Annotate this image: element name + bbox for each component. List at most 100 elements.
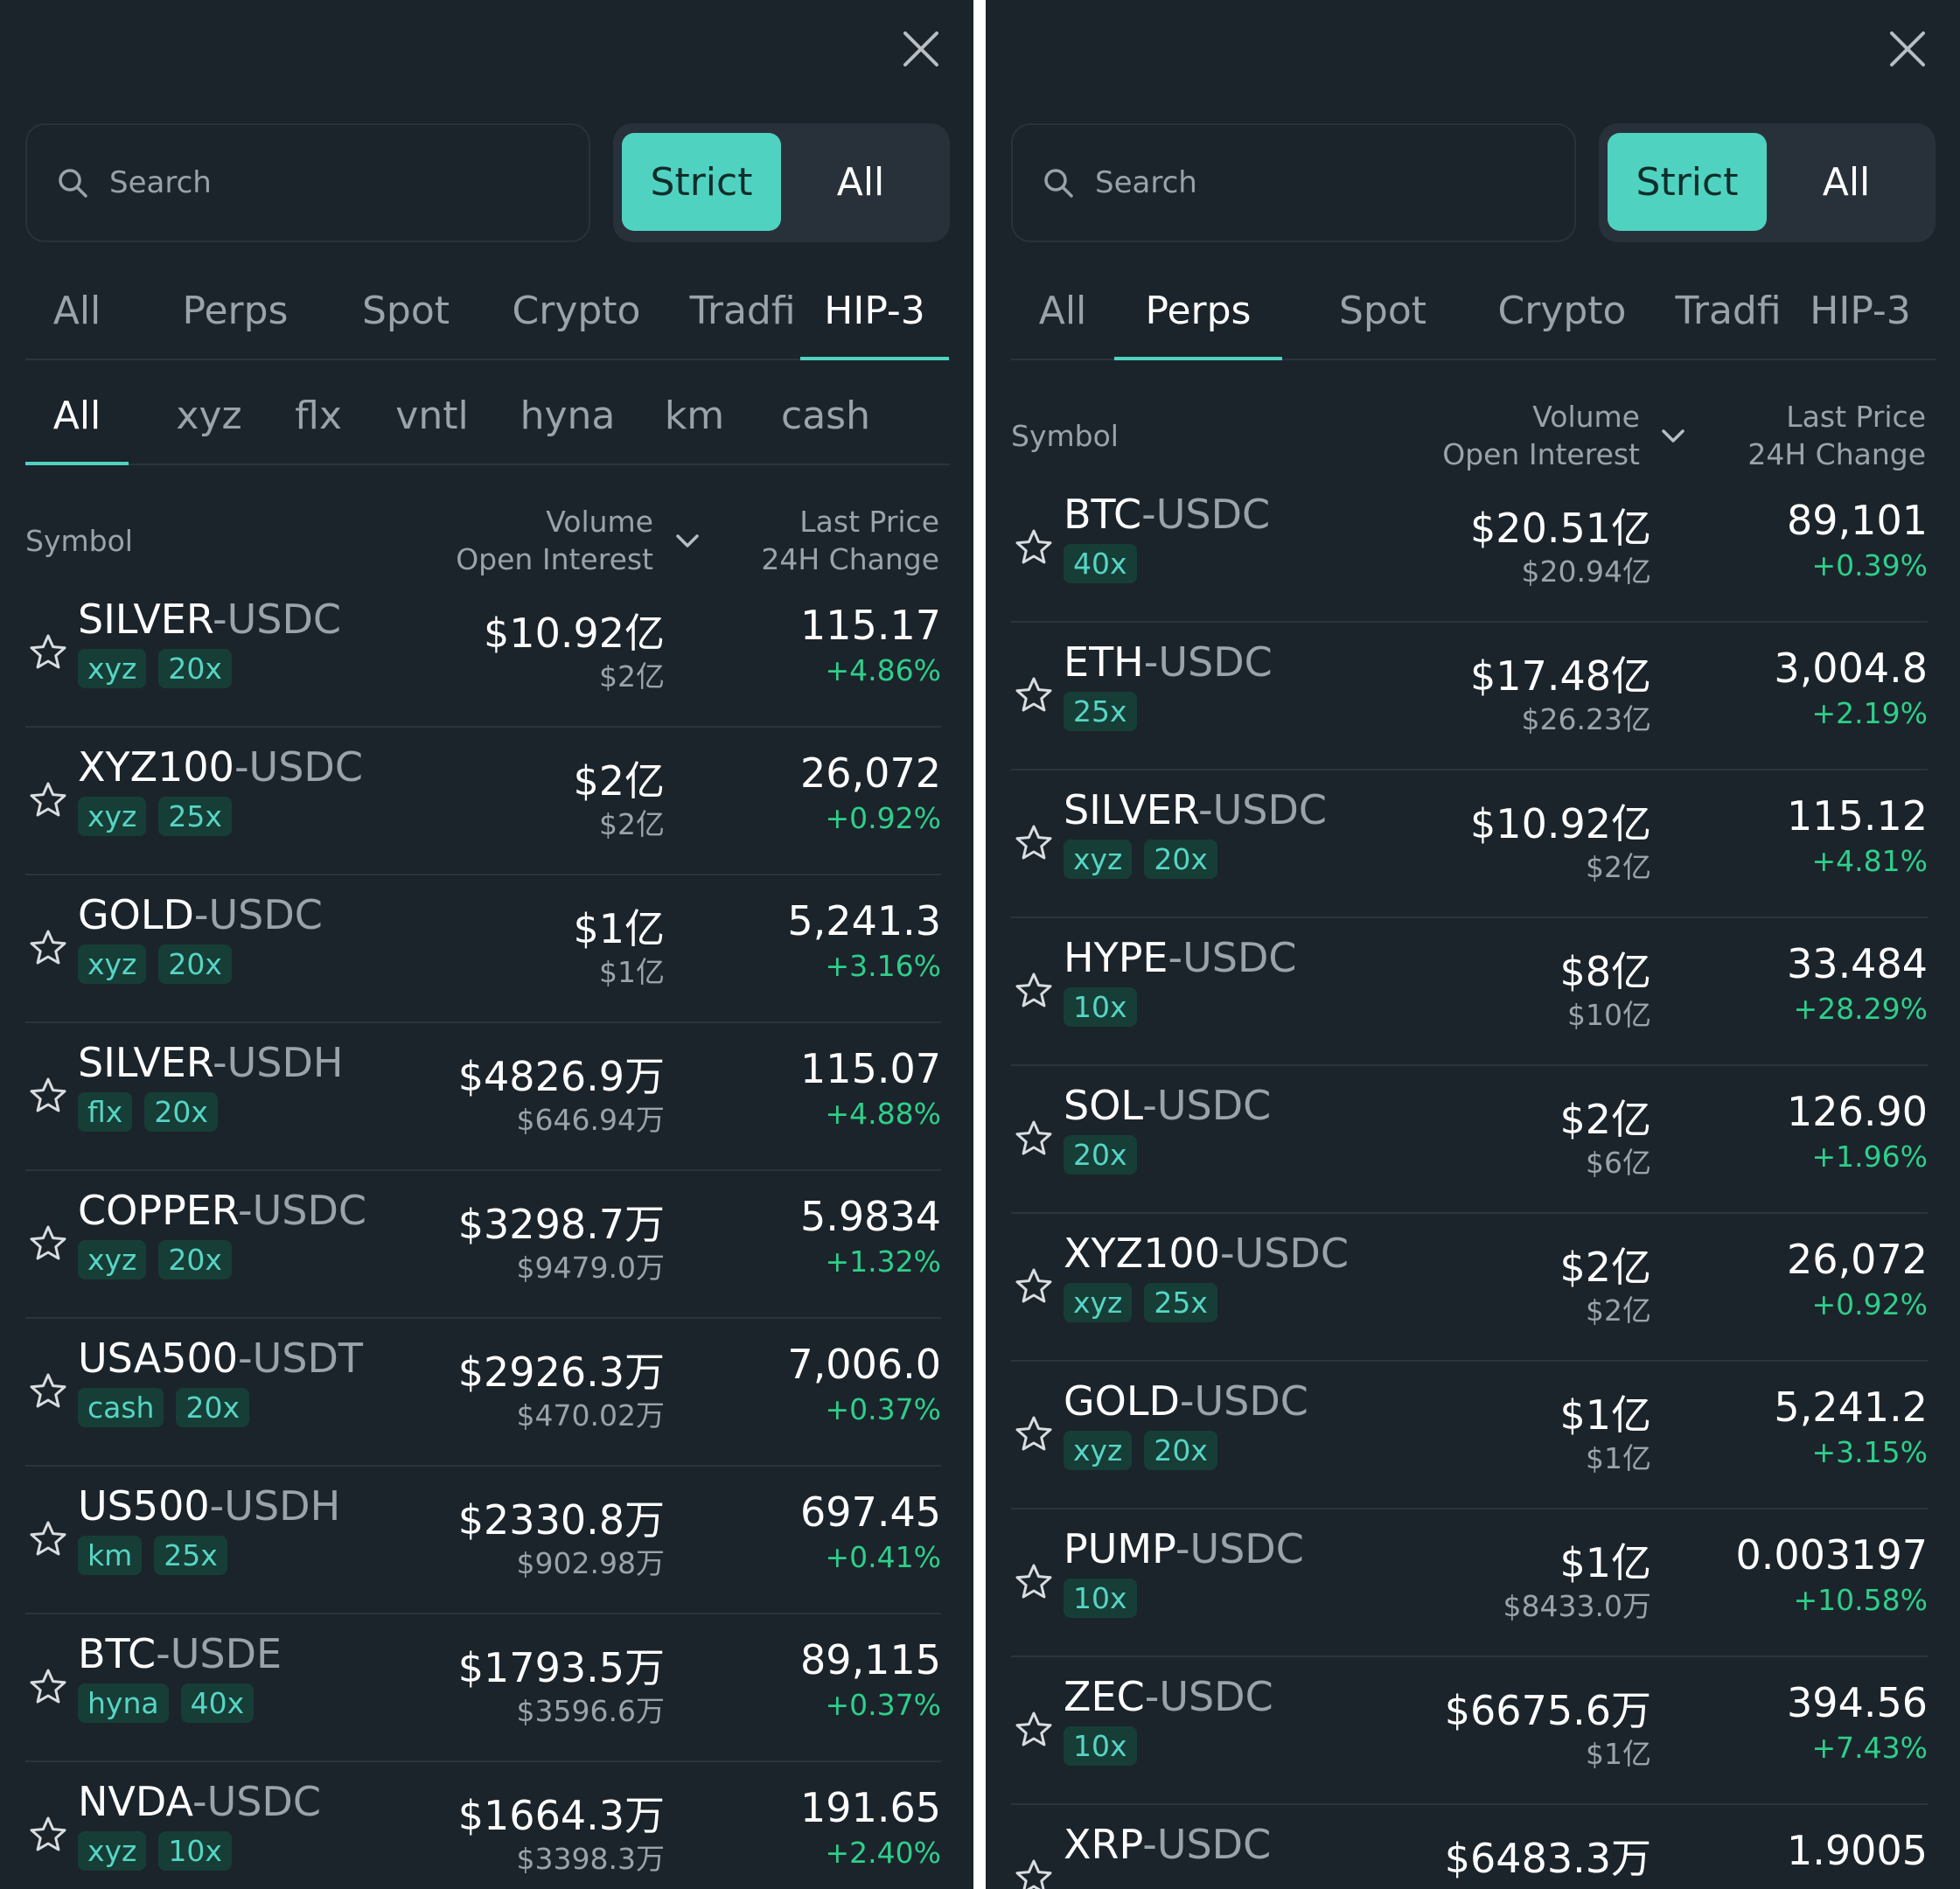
sort-chevron-down-icon[interactable] [672,525,703,556]
volume-value: $2926.3万 [457,1349,665,1396]
subtab-all[interactable]: All [52,393,101,438]
market-row[interactable]: ZEC-USDC 10x $6675.6万 $1亿 394.56 +7.43% [1011,1655,1928,1805]
market-row[interactable]: XYZ100-USDC xyz 25x $2亿 $2亿 26,072 +0.92% [1011,1212,1928,1362]
market-tag: km [78,1536,143,1575]
favorite-star-icon[interactable] [1013,1857,1055,1889]
market-row[interactable]: BTC-USDE hyna 40x $1793.5万 $3596.6万 89,115 +0.… [25,1613,941,1762]
tab-spot[interactable]: Spot [1338,288,1427,333]
price-column-header[interactable]: Last Price 24H Change [1747,398,1926,473]
favorite-star-icon[interactable] [1013,1265,1055,1307]
favorite-star-icon[interactable] [27,1814,69,1856]
favorite-star-icon[interactable] [27,1370,69,1412]
all-toggle-button[interactable]: All [1822,159,1871,205]
search-box[interactable] [25,123,590,242]
subtab-flx[interactable]: flx [295,393,342,438]
search-box[interactable] [1011,123,1576,242]
favorite-star-icon[interactable] [1013,1709,1055,1751]
open-interest-value: $20.94亿 [1521,554,1651,589]
subtab-km[interactable]: km [664,393,725,438]
market-symbol: NVDA-USDC [78,1778,321,1825]
favorite-star-icon[interactable] [1013,1561,1055,1603]
volume-column-header[interactable]: Volume Open Interest [1442,398,1640,473]
tab-spot[interactable]: Spot [361,288,450,333]
price-column-header[interactable]: Last Price 24H Change [761,503,939,578]
market-symbol: XYZ100-USDC [78,743,363,791]
change-value: +0.37% [825,1392,941,1426]
market-row[interactable]: HYPE-USDC 10x $8亿 $10亿 33.484 +28.29% [1011,917,1928,1066]
market-row[interactable]: US500-USDH km 25x $2330.8万 $902.98万 697.45 +0.… [25,1465,941,1614]
favorite-star-icon[interactable] [27,1223,69,1265]
tab-crypto[interactable]: Crypto [1497,288,1627,333]
strict-button[interactable]: Strict [1608,133,1767,231]
market-tag: 25x [154,1536,227,1575]
market-row[interactable]: PUMP-USDC 10x $1亿 $8433.0万 0.003197 +10.58% [1011,1508,1928,1657]
search-input[interactable] [1093,164,1552,201]
market-row[interactable]: GOLD-USDC xyz 20x $1亿 $1亿 5,241.2 +3.15% [1011,1360,1928,1509]
favorite-star-icon[interactable] [1013,822,1055,864]
market-row[interactable]: SOL-USDC 20x $2亿 $6亿 126.90 +1.96% [1011,1064,1928,1214]
subtab-hyna[interactable]: hyna [520,393,616,438]
favorite-star-icon[interactable] [27,927,69,969]
favorite-star-icon[interactable] [1013,526,1055,568]
volume-value: $1亿 [573,905,665,952]
strict-button[interactable]: Strict [622,133,781,231]
market-row[interactable]: SILVER-USDH flx 20x $4826.9万 $646.94万 115.07 +… [25,1021,941,1171]
subtab-cash[interactable]: cash [781,393,870,438]
market-row[interactable]: ETH-USDC 25x $17.48亿 $26.23亿 3,004.8 +2.19% [1011,621,1928,770]
volume-value: $1亿 [1559,1539,1651,1586]
market-row[interactable]: USA500-USDT cash 20x $2926.3万 $470.02万 7,006.… [25,1317,941,1467]
market-row[interactable]: XRP-USDC $6483.3万 1.9005 [1011,1803,1928,1889]
symbol-quote: USDC [1155,491,1271,538]
market-tag: 10x [1064,1579,1137,1618]
sort-chevron-down-icon[interactable] [1657,420,1689,451]
tab-perps[interactable]: Perps [182,288,289,333]
favorite-star-icon[interactable] [27,1666,69,1708]
market-tags: xyz 25x [1064,1283,1230,1322]
favorite-star-icon[interactable] [1013,674,1055,716]
market-tag: 25x [1144,1283,1217,1322]
volume-value: $10.92亿 [1470,800,1651,847]
symbol-base: ZEC [1064,1673,1145,1720]
market-row[interactable]: XYZ100-USDC xyz 25x $2亿 $2亿 26,072 +0.92% [25,726,941,875]
tab-tradfi[interactable]: Tradfi [1675,288,1782,333]
market-row[interactable]: NVDA-USDC xyz 10x $1664.3万 $3398.3万 191.65 +2.… [25,1760,941,1889]
tab-perps[interactable]: Perps [1145,288,1252,333]
volume-column-header[interactable]: Volume Open Interest [456,503,653,578]
last-price-value: 697.45 [800,1488,941,1536]
market-symbol: USA500-USDT [78,1335,363,1382]
market-row[interactable]: BTC-USDC 40x $20.51亿 $20.94亿 89,101 +0.39% [1011,473,1928,623]
market-row[interactable]: COPPER-USDC xyz 20x $3298.7万 $9479.0万 5.9834 +… [25,1169,941,1319]
subtab-vntl[interactable]: vntl [395,393,469,438]
market-row[interactable]: GOLD-USDC xyz 20x $1亿 $1亿 5,241.3 +3.16% [25,874,941,1023]
close-button[interactable] [898,26,944,72]
tab-all[interactable]: All [1038,288,1087,333]
search-input[interactable] [108,164,566,201]
market-tags: 40x [1064,544,1149,583]
tab-tradfi[interactable]: Tradfi [689,288,796,333]
favorite-star-icon[interactable] [1013,970,1055,1012]
symbol-quote: USDC [1156,1082,1272,1129]
symbol-base: SILVER [78,596,213,643]
tab-all[interactable]: All [52,288,101,333]
market-row[interactable]: SILVER-USDC xyz 20x $10.92亿 $2亿 115.17 +4.86% [25,578,941,728]
subtab-xyz[interactable]: xyz [176,393,242,438]
symbol-separator: - [1197,786,1213,833]
favorite-star-icon[interactable] [27,779,69,821]
favorite-star-icon[interactable] [27,1075,69,1117]
symbol-quote: USDC [1234,1230,1349,1277]
tab-hip3[interactable]: HIP-3 [1810,288,1911,333]
all-toggle-button[interactable]: All [836,159,885,205]
last-price-value: 115.07 [800,1045,941,1092]
favorite-star-icon[interactable] [1013,1118,1055,1160]
tab-crypto[interactable]: Crypto [512,288,641,333]
favorite-star-icon[interactable] [27,1518,69,1560]
market-row[interactable]: SILVER-USDC xyz 20x $10.92亿 $2亿 115.12 +4.81% [1011,769,1928,918]
market-symbol: US500-USDH [78,1482,340,1530]
market-tags: xyz 20x [78,649,244,688]
favorite-star-icon[interactable] [27,631,69,673]
market-tags: xyz 20x [1064,840,1230,879]
market-tag: 20x [158,944,232,984]
favorite-star-icon[interactable] [1013,1413,1055,1455]
tab-hip3[interactable]: HIP-3 [824,288,925,333]
close-button[interactable] [1885,26,1930,72]
